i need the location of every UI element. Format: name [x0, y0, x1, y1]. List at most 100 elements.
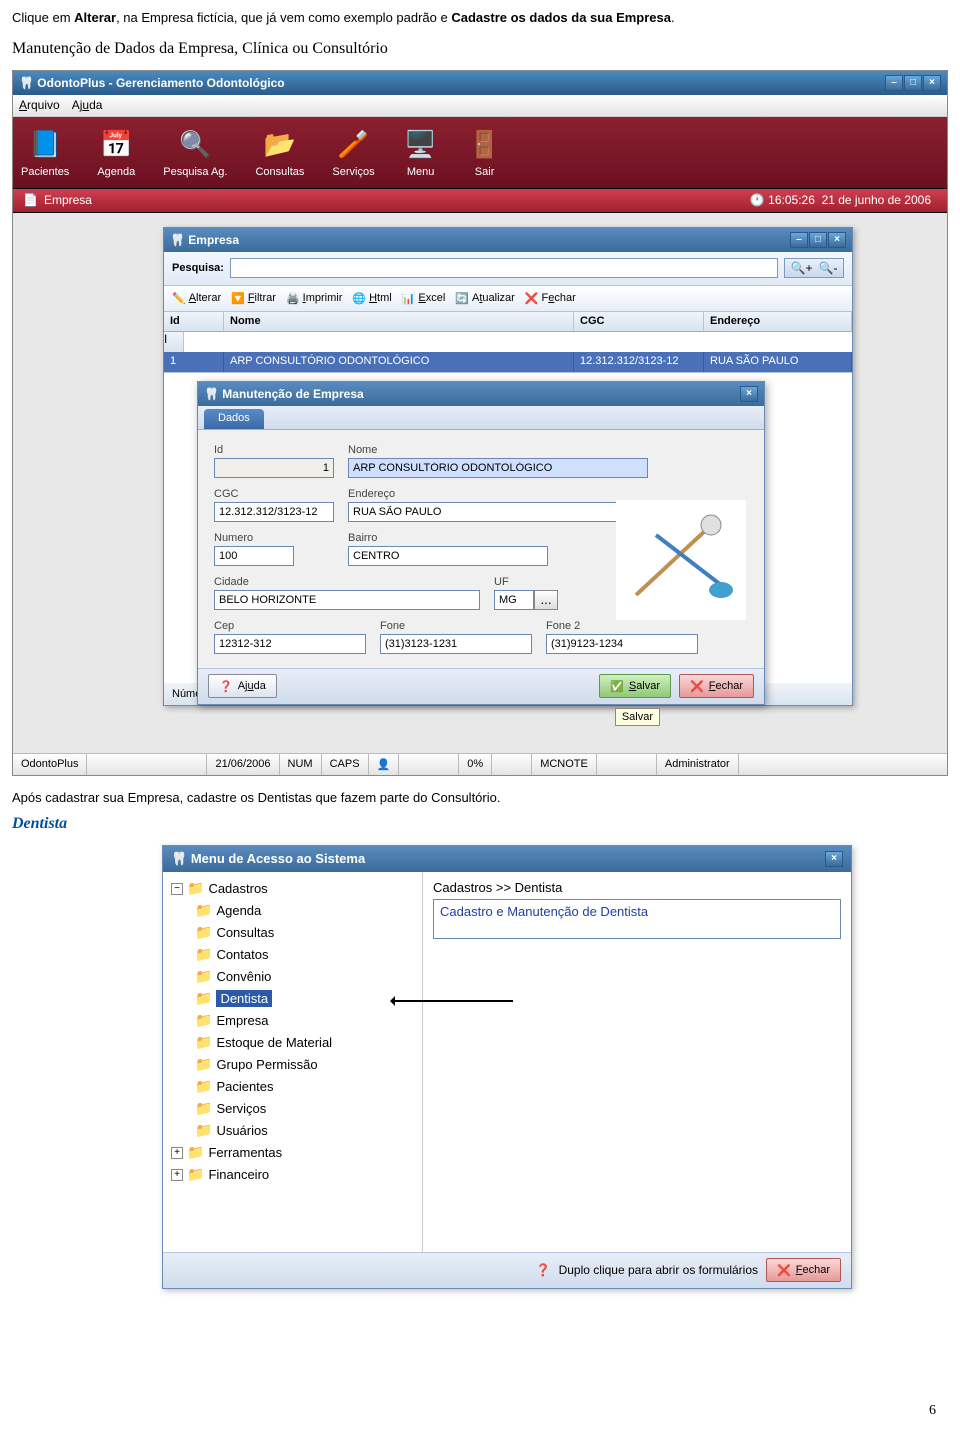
emp-max-button[interactable]: □ [809, 232, 827, 248]
x-icon: ❌ [777, 1264, 791, 1277]
btn-imprimir[interactable]: 🖨️Imprimir [286, 292, 342, 305]
app-window: 🦷 OdontoPlus - Gerenciamento Odontológic… [12, 70, 948, 776]
col-cgc[interactable]: CGC [574, 312, 704, 331]
search-input[interactable] [230, 258, 778, 278]
cell-nome: ARP CONSULTÓRIO ODONTOLÓGICO [224, 352, 574, 372]
tb-pesquisa[interactable]: 🔍Pesquisa Ag. [163, 127, 227, 178]
pesquisa-icon: 🔍 [177, 127, 213, 163]
intro-b1: Alterar [74, 10, 116, 25]
tb-servicos[interactable]: 🪥Serviços [332, 127, 374, 178]
end-field[interactable] [348, 502, 648, 522]
node-financeiro[interactable]: +📁Financeiro [167, 1164, 418, 1186]
status-num: NUM [280, 754, 322, 775]
node-ferramentas[interactable]: +📁Ferramentas [167, 1142, 418, 1164]
menu-arquivo[interactable]: Arquivo [19, 98, 60, 112]
tb-sair-label: Sair [475, 166, 495, 178]
intro-mid: , na Empresa fictícia, que já vem como e… [116, 10, 451, 25]
uf-field[interactable] [494, 590, 534, 610]
minimize-button[interactable]: – [885, 75, 903, 91]
consultas-icon: 📂 [262, 127, 298, 163]
fone-field[interactable] [380, 634, 532, 654]
cell-id: 1 [164, 352, 224, 372]
zoom-buttons[interactable]: 🔍+🔍- [784, 258, 844, 278]
cep-label: Cep [214, 620, 366, 632]
row-indicator: I [164, 332, 184, 352]
node-empresa[interactable]: 📁Empresa [167, 1010, 418, 1032]
right-pane: Cadastros >> Dentista Cadastro e Manuten… [423, 872, 851, 1252]
maint-titlebar: 🦷 Manutenção de Empresa × [198, 382, 764, 406]
grid-header: Id Nome CGC Endereço [164, 312, 852, 332]
x-icon: ❌ [690, 680, 704, 693]
folder-icon: 📁 [195, 1100, 212, 1117]
btn-alterar[interactable]: ✏️Alterar [172, 292, 221, 305]
fone-label: Fone [380, 620, 532, 632]
node-grupo[interactable]: 📁Grupo Permissão [167, 1054, 418, 1076]
col-id[interactable]: Id [164, 312, 224, 331]
node-cadastros[interactable]: −📁Cadastros [167, 878, 418, 900]
btn-atualizar[interactable]: 🔄Atualizar [455, 292, 515, 305]
maint-close-button[interactable]: × [740, 386, 758, 402]
cidade-field[interactable] [214, 590, 480, 610]
clock: 🕐 16:05:26 21 de junho de 2006 [734, 193, 947, 207]
tb-agenda[interactable]: 📅Agenda [97, 127, 135, 178]
tb-sair[interactable]: 🚪Sair [467, 127, 503, 178]
btn-fechar[interactable]: ❌Fechar [525, 292, 576, 305]
node-servicos[interactable]: 📁Serviços [167, 1098, 418, 1120]
tb-consultas[interactable]: 📂Consultas [255, 127, 304, 178]
fechar-button[interactable]: ❌Fechar [679, 674, 754, 698]
app-icon: 🦷 [19, 76, 34, 90]
node-usuarios[interactable]: 📁Usuários [167, 1120, 418, 1142]
menu-close-button[interactable]: × [825, 851, 843, 867]
node-pacientes[interactable]: 📁Pacientes [167, 1076, 418, 1098]
menu-acesso-window: 🦷 Menu de Acesso ao Sistema × −📁Cadastro… [162, 845, 852, 1289]
cell-end: RUA SÃO PAULO [704, 352, 852, 372]
fone2-field[interactable] [546, 634, 698, 654]
intro-b2: Cadastre os dados da sua Empresa [451, 10, 671, 25]
nome-field[interactable] [348, 458, 648, 478]
node-contatos[interactable]: 📁Contatos [167, 944, 418, 966]
expand-icon[interactable]: + [171, 1147, 183, 1159]
intro-text: Clique em Alterar, na Empresa fictícia, … [12, 8, 948, 28]
btn-html[interactable]: 🌐Html [352, 292, 391, 305]
emp-close-button[interactable]: × [828, 232, 846, 248]
maximize-button[interactable]: □ [904, 75, 922, 91]
num-field[interactable] [214, 546, 294, 566]
info-icon: ❓ [536, 1263, 551, 1277]
logo-image[interactable] [616, 500, 746, 620]
zoom-in-icon: 🔍+ [791, 261, 813, 275]
menu-ajuda[interactable]: Ajuda [72, 98, 103, 112]
cgc-field[interactable] [214, 502, 334, 522]
salvar-button[interactable]: ✅Salvar [599, 674, 671, 698]
close-button[interactable]: × [923, 75, 941, 91]
btn-filtrar[interactable]: 🔽Filtrar [231, 292, 276, 305]
bairro-field[interactable] [348, 546, 548, 566]
col-end[interactable]: Endereço [704, 312, 852, 331]
expand-icon[interactable]: + [171, 1169, 183, 1181]
help-icon: ❓ [219, 680, 233, 693]
btn-excel[interactable]: 📊Excel [402, 292, 446, 305]
emp-min-button[interactable]: – [790, 232, 808, 248]
tab-dados[interactable]: Dados [204, 409, 264, 429]
dental-tools-icon [626, 510, 736, 610]
titlebar: 🦷 OdontoPlus - Gerenciamento Odontológic… [13, 71, 947, 95]
table-row[interactable]: 1 ARP CONSULTÓRIO ODONTOLÓGICO 12.312.31… [164, 352, 852, 372]
node-convenio[interactable]: 📁Convênio [167, 966, 418, 988]
tb-pacientes[interactable]: 📘Pacientes [21, 127, 69, 178]
folder-icon: 📁 [195, 968, 212, 985]
id-field [214, 458, 334, 478]
tb-menu[interactable]: 🖥️Menu [403, 127, 439, 178]
description-box: Cadastro e Manutenção de Dentista [433, 899, 841, 939]
expand-icon[interactable]: − [171, 883, 183, 895]
cell-cgc: 12.312.312/3123-12 [574, 352, 704, 372]
breadcrumb-path: Cadastros >> Dentista [433, 880, 841, 895]
uf-lookup-button[interactable]: ... [534, 590, 558, 610]
node-consultas[interactable]: 📁Consultas [167, 922, 418, 944]
col-nome[interactable]: Nome [224, 312, 574, 331]
tooltip: Salvar [615, 708, 660, 726]
node-estoque[interactable]: 📁Estoque de Material [167, 1032, 418, 1054]
menu-fechar-button[interactable]: ❌Fechar [766, 1258, 841, 1282]
node-agenda[interactable]: 📁Agenda [167, 900, 418, 922]
node-dentista[interactable]: 📁Dentista [167, 988, 418, 1010]
cep-field[interactable] [214, 634, 366, 654]
ajuda-button[interactable]: ❓Ajuda [208, 674, 277, 698]
